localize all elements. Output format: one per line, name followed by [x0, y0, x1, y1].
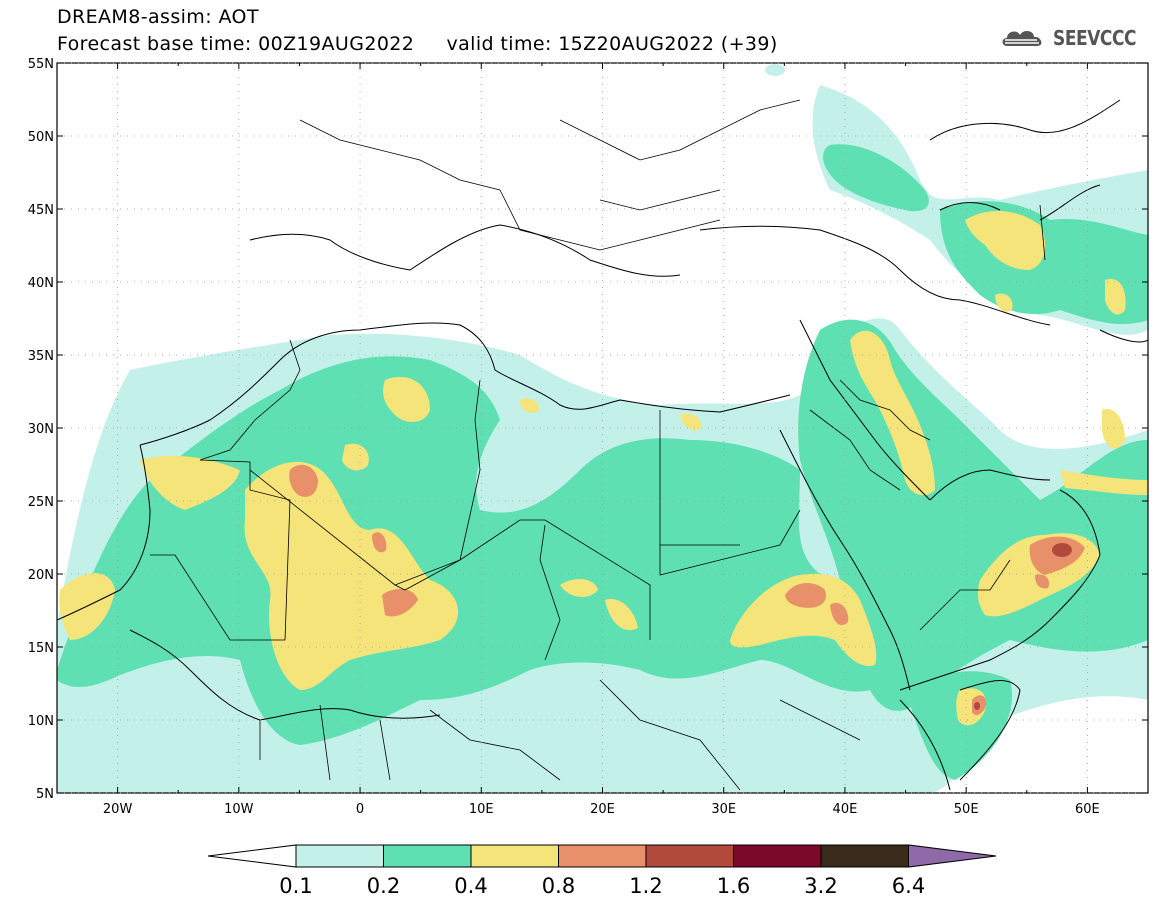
lon-tick-label: 0	[356, 802, 364, 817]
colorbar-level-label: 6.4	[892, 874, 925, 898]
lat-tick-label: 50N	[28, 130, 54, 145]
colorbar-box	[558, 844, 647, 868]
colorbar-box	[645, 844, 734, 868]
lat-tick-label: 20N	[28, 568, 54, 583]
colorbar-box	[295, 844, 384, 868]
lat-tick-label: 55N	[28, 57, 54, 72]
latitude-labels: 5N 10N 15N 20N 25N 30N 35N 40N 45N 50N 55N	[28, 57, 54, 802]
colorbar-level-label: 0.2	[367, 874, 400, 898]
lon-tick-label: 10W	[224, 802, 254, 817]
logo-text: SEEVCCC	[1053, 26, 1137, 50]
lon-tick-label: 40E	[833, 802, 858, 817]
colorbar-over-triangle	[908, 844, 997, 868]
cloud-icon	[1002, 31, 1042, 46]
lat-tick-label: 5N	[36, 787, 54, 802]
colorbar-labels: 0.1 0.2 0.4 0.8 1.2 1.6 3.2 6.4	[279, 874, 925, 898]
colorbar-level-label: 1.2	[629, 874, 662, 898]
axis-ticks	[56, 62, 1149, 794]
colorbar-box	[820, 844, 909, 868]
lat-tick-label: 15N	[28, 641, 54, 656]
lat-tick-label: 40N	[28, 276, 54, 291]
lat-tick-label: 30N	[28, 422, 54, 437]
lon-tick-label: 50E	[954, 802, 979, 817]
lon-tick-label: 10E	[469, 802, 494, 817]
lat-tick-label: 10N	[28, 714, 54, 729]
colorbar-box	[383, 844, 472, 868]
lon-tick-label: 30E	[711, 802, 736, 817]
title-line-2: Forecast base time: 00Z19AUG2022 valid t…	[57, 33, 778, 55]
longitude-labels: 20W 10W 0 10E 20E 30E 40E 50E 60E	[103, 802, 1100, 817]
country-borders	[150, 99, 1046, 791]
colorbar-level-label: 3.2	[804, 874, 837, 898]
aot-band-0.4	[59, 210, 1148, 726]
colorbar	[207, 844, 997, 868]
colorbar-box	[733, 844, 822, 868]
lat-tick-label: 25N	[28, 495, 54, 510]
colorbar-level-label: 0.4	[454, 874, 487, 898]
title-line-1: DREAM8-assim: AOT	[57, 6, 259, 28]
lon-tick-label: 20E	[590, 802, 615, 817]
lon-tick-label: 20W	[103, 802, 133, 817]
colorbar-level-label: 0.8	[542, 874, 575, 898]
graticule	[57, 62, 1148, 794]
lon-tick-label: 60E	[1075, 802, 1100, 817]
colorbar-under-triangle	[207, 844, 297, 868]
seevccc-logo: SEEVCCC	[999, 26, 1151, 50]
colorbar-level-label: 0.1	[279, 874, 312, 898]
colorbar-level-label: 1.6	[717, 874, 750, 898]
coastlines	[57, 99, 1148, 791]
lat-tick-label: 35N	[28, 349, 54, 364]
aot-band-1.2	[974, 543, 1072, 710]
colorbar-box	[470, 844, 559, 868]
lat-tick-label: 45N	[28, 203, 54, 218]
